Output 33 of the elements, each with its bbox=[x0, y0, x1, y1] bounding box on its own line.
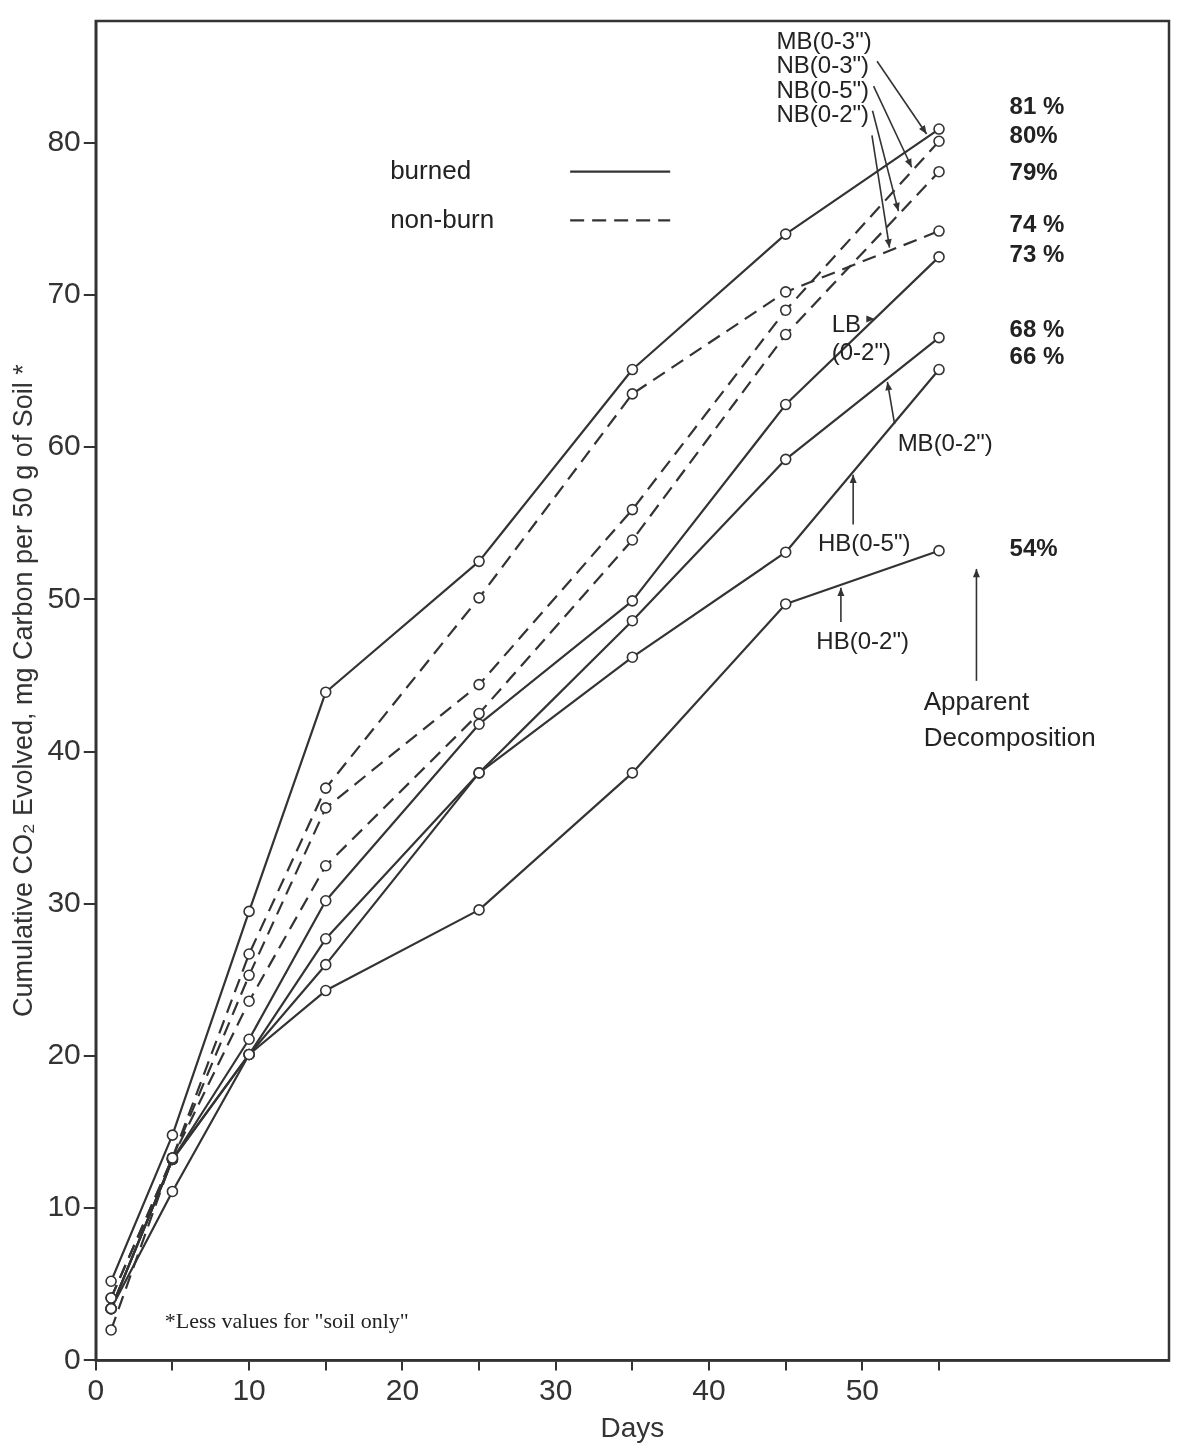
legend-label: HB(0-5") bbox=[817, 529, 911, 557]
y-tick-label: 70 bbox=[47, 276, 81, 310]
y-axis-title: Cumulative CO₂ Evolved, mg Carbon per 50 g of Soil * bbox=[7, 363, 38, 1018]
x-tick-label: 30 bbox=[539, 1372, 573, 1406]
annotation: 66 % bbox=[1009, 342, 1065, 369]
y-tick-label: 0 bbox=[64, 1341, 81, 1375]
y-tick-label: 30 bbox=[47, 885, 81, 919]
annotation: 54% bbox=[1009, 533, 1058, 561]
x-tick-label: 50 bbox=[845, 1372, 880, 1406]
text: MB(0-3") bbox=[776, 26, 872, 54]
x-axis-title: Days bbox=[600, 1411, 665, 1443]
y-tick-label: 80 bbox=[47, 124, 81, 158]
annotation: 79% bbox=[1009, 157, 1058, 185]
legend-label: MB(0-2") bbox=[897, 428, 993, 456]
y-tick-label: 40 bbox=[47, 732, 81, 766]
x-tick-label: 0 bbox=[87, 1372, 105, 1406]
x-tick-label: 20 bbox=[385, 1372, 420, 1406]
y-tick-label: 60 bbox=[47, 428, 81, 462]
y-tick-label: 20 bbox=[47, 1037, 81, 1071]
legend-label: HB(0-2") bbox=[816, 626, 909, 654]
annotation: 68 % bbox=[1009, 314, 1065, 342]
annotation: 81 % bbox=[1009, 92, 1065, 120]
annotation: burned bbox=[390, 154, 472, 185]
annotation: *Less values for "soil only" bbox=[164, 1308, 409, 1334]
annotation: non-burn bbox=[390, 203, 495, 234]
annotation: 73 % bbox=[1009, 240, 1065, 268]
annotation: Apparent Decomposition bbox=[923, 686, 1096, 753]
x-tick-label: 40 bbox=[692, 1372, 726, 1406]
x-tick-label: 10 bbox=[232, 1372, 266, 1406]
annotation: 80% bbox=[1009, 121, 1058, 149]
annotation: 74 % bbox=[1009, 209, 1065, 237]
y-tick-label: 50 bbox=[47, 580, 81, 614]
y-tick-label: 10 bbox=[47, 1189, 81, 1223]
